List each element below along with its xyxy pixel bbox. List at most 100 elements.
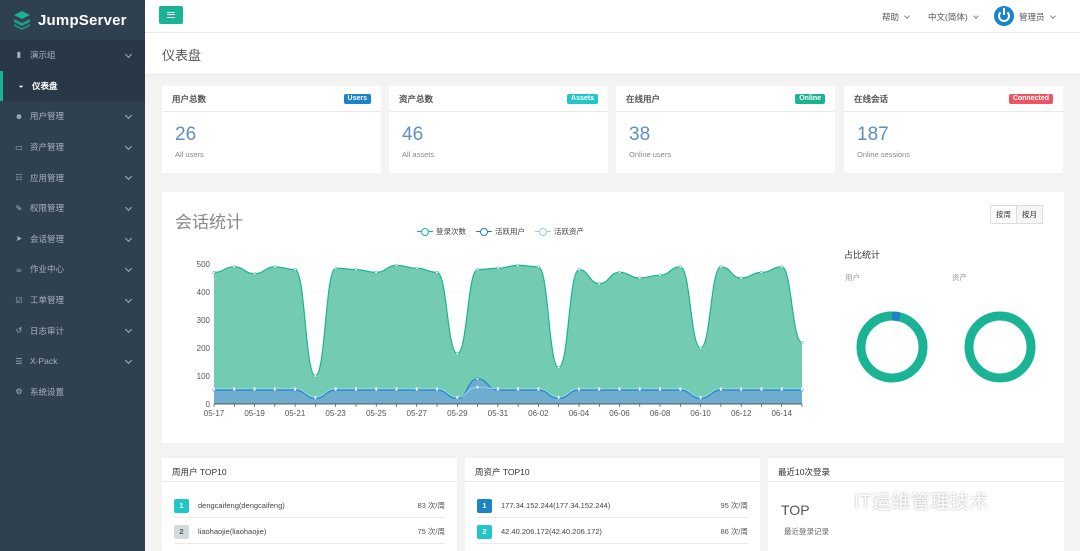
rank-badge: 1 [477,498,492,513]
data-point [476,385,480,389]
stat-card-header: 用户总数 Users [162,86,381,112]
data-point [536,265,540,269]
sidebar-item-label: 权限管理 [30,203,65,214]
user-avatar-icon[interactable] [994,6,1014,26]
stat-card: 在线用户 Online 38 Online users [616,86,835,173]
send-icon: ➤ [15,234,23,244]
page-header: 仪表盘 [145,33,1080,75]
sidebar-item-9[interactable]: ↺ 日志审计 [0,315,145,346]
session-stats-panel: 0 100 200 300 400 500 05-17 05-19 05-21 05-23 05-2… [162,192,1064,443]
stat-card-header: 在线用户 Online [616,86,835,112]
sidebar-item-label: 资产管理 [30,142,65,153]
data-point [536,387,540,391]
chevron-down-icon [124,173,133,181]
sidebar-item-2[interactable]: ☻ 用户管理 [0,101,145,132]
sidebar-item-5[interactable]: ✎ 权限管理 [0,193,145,224]
data-point [638,276,642,280]
sidebar-item-0[interactable]: ▮ 演示组 [0,40,145,71]
chevron-down-icon [124,295,133,303]
legend-item[interactable]: 活跃资产 [535,226,584,237]
edit-icon: ✎ [15,203,23,213]
legend-marker [417,227,433,236]
data-point [212,387,216,391]
legend-label: 活跃资产 [554,227,584,236]
data-point [435,387,439,391]
list-item-count: 86 次/周 [720,527,748,536]
sidebar-item-10[interactable]: ☰ X-Pack [0,346,145,377]
x-tick-label: 05-27 [407,409,428,418]
top-assets-panel: 周资产 TOP10 1 177.34.152.244(177.34.152.244… [465,458,760,551]
week-button[interactable]: 按周 [990,205,1017,224]
y-tick-label: 500 [197,260,211,269]
y-tick-label: 200 [197,344,211,353]
sidebar-item-8[interactable]: ☑ 工单管理 [0,285,145,316]
sidebar-item-label: 用户管理 [30,111,65,122]
sidebar-item-label: X-Pack [30,356,58,367]
list-item[interactable]: 2 liaohaojie(liaohaojie) 75 次/周 [174,520,445,544]
list-item-count: 83 次/周 [417,501,445,510]
stat-card: 资产总数 Assets 46 All assets [389,86,608,173]
x-tick-label: 06-14 [771,409,792,418]
data-point [455,352,459,356]
list-item-count: 75 次/周 [417,527,445,536]
stat-value: 187 [857,124,889,145]
hamburger-icon [167,12,175,18]
list-item[interactable]: 1 177.34.152.244(177.34.152.244) 95 次/周 [477,494,748,518]
series-area [214,265,802,404]
recent-login-top: TOP [781,502,810,518]
sidebar-item-1[interactable]: ◒ 仪表盘 [0,70,145,102]
watermark: IT运维管理技术 [812,486,989,514]
top-navbar: 帮助 中文(简体) 管理员 [145,0,1080,33]
sidebar-item-6[interactable]: ➤ 会话管理 [0,224,145,255]
list-item-count: 95 次/周 [720,501,748,510]
legend-item[interactable]: 活跃用户 [476,226,525,237]
stat-value: 38 [629,124,651,145]
stat-card: 在线会话 Connected 187 Online sessions [844,86,1063,173]
sidebar-item-3[interactable]: ▭ 资产管理 [0,132,145,163]
x-tick-label: 06-06 [609,409,630,418]
sidebar-item-label: 日志审计 [30,325,65,336]
sidebar-item-11[interactable]: ⚙ 系统设置 [0,377,145,408]
user-menu[interactable]: 管理员 [1019,11,1056,23]
data-point [212,270,216,274]
sidebar: JumpServer ▮ 演示组 ◒ 仪表盘 ☻ 用户管理 ▭ 资产管理 ☷ 应用管理 ✎ 权限管理 ➤… [0,0,145,551]
chevron-down-icon [124,265,133,273]
stat-value: 26 [175,124,197,145]
data-point [354,268,358,272]
stat-card-title: 在线用户 [626,93,661,104]
chevron-down-icon [1049,13,1056,19]
list-item[interactable]: 1 dengcaifeng(dengcaifeng) 83 次/周 [174,494,445,518]
legend-item[interactable]: 登录次数 [417,226,466,237]
data-point [557,395,561,399]
y-tick-label: 0 [206,400,211,409]
wechat-icon [813,487,847,512]
dashboard-icon: ◒ [18,81,24,91]
chevron-down-icon [124,112,133,120]
language-label: 中文(简体) [928,12,968,22]
recent-login-panel: 最近10次登录 TOP 最近登录记录 [768,458,1064,551]
logo[interactable]: JumpServer [0,0,145,40]
help-menu[interactable]: 帮助 [882,11,910,23]
data-point [577,387,581,391]
sidebar-nav: ▮ 演示组 ◒ 仪表盘 ☻ 用户管理 ▭ 资产管理 ☷ 应用管理 ✎ 权限管理 ➤ 会话管理 ☕ 作业中心 ☑ 工… [0,40,145,407]
chevron-down-icon [904,13,910,19]
data-point [496,387,500,391]
language-menu[interactable]: 中文(简体) [928,11,979,23]
data-point [273,387,277,391]
cogs-icon: ⚙ [15,387,23,397]
data-point [577,268,581,272]
history-icon: ↺ [15,326,23,336]
month-button[interactable]: 按月 [1017,205,1043,224]
user-label: 管理员 [1019,12,1045,22]
x-tick-label: 05-21 [285,409,306,418]
menu-toggle-button[interactable] [159,6,183,24]
rank-badge: 2 [174,524,189,539]
data-point [759,387,763,391]
list-item-name: 177.34.152.244(177.34.152.244) [501,501,611,510]
sidebar-item-4[interactable]: ☷ 应用管理 [0,162,145,193]
stat-subtitle: Online users [629,150,672,159]
x-tick-label: 06-10 [690,409,711,418]
sidebar-item-7[interactable]: ☕ 作业中心 [0,254,145,285]
legend-marker [535,227,551,236]
list-item[interactable]: 2 42.40.206.172(42.40.206.172) 86 次/周 [477,520,748,544]
